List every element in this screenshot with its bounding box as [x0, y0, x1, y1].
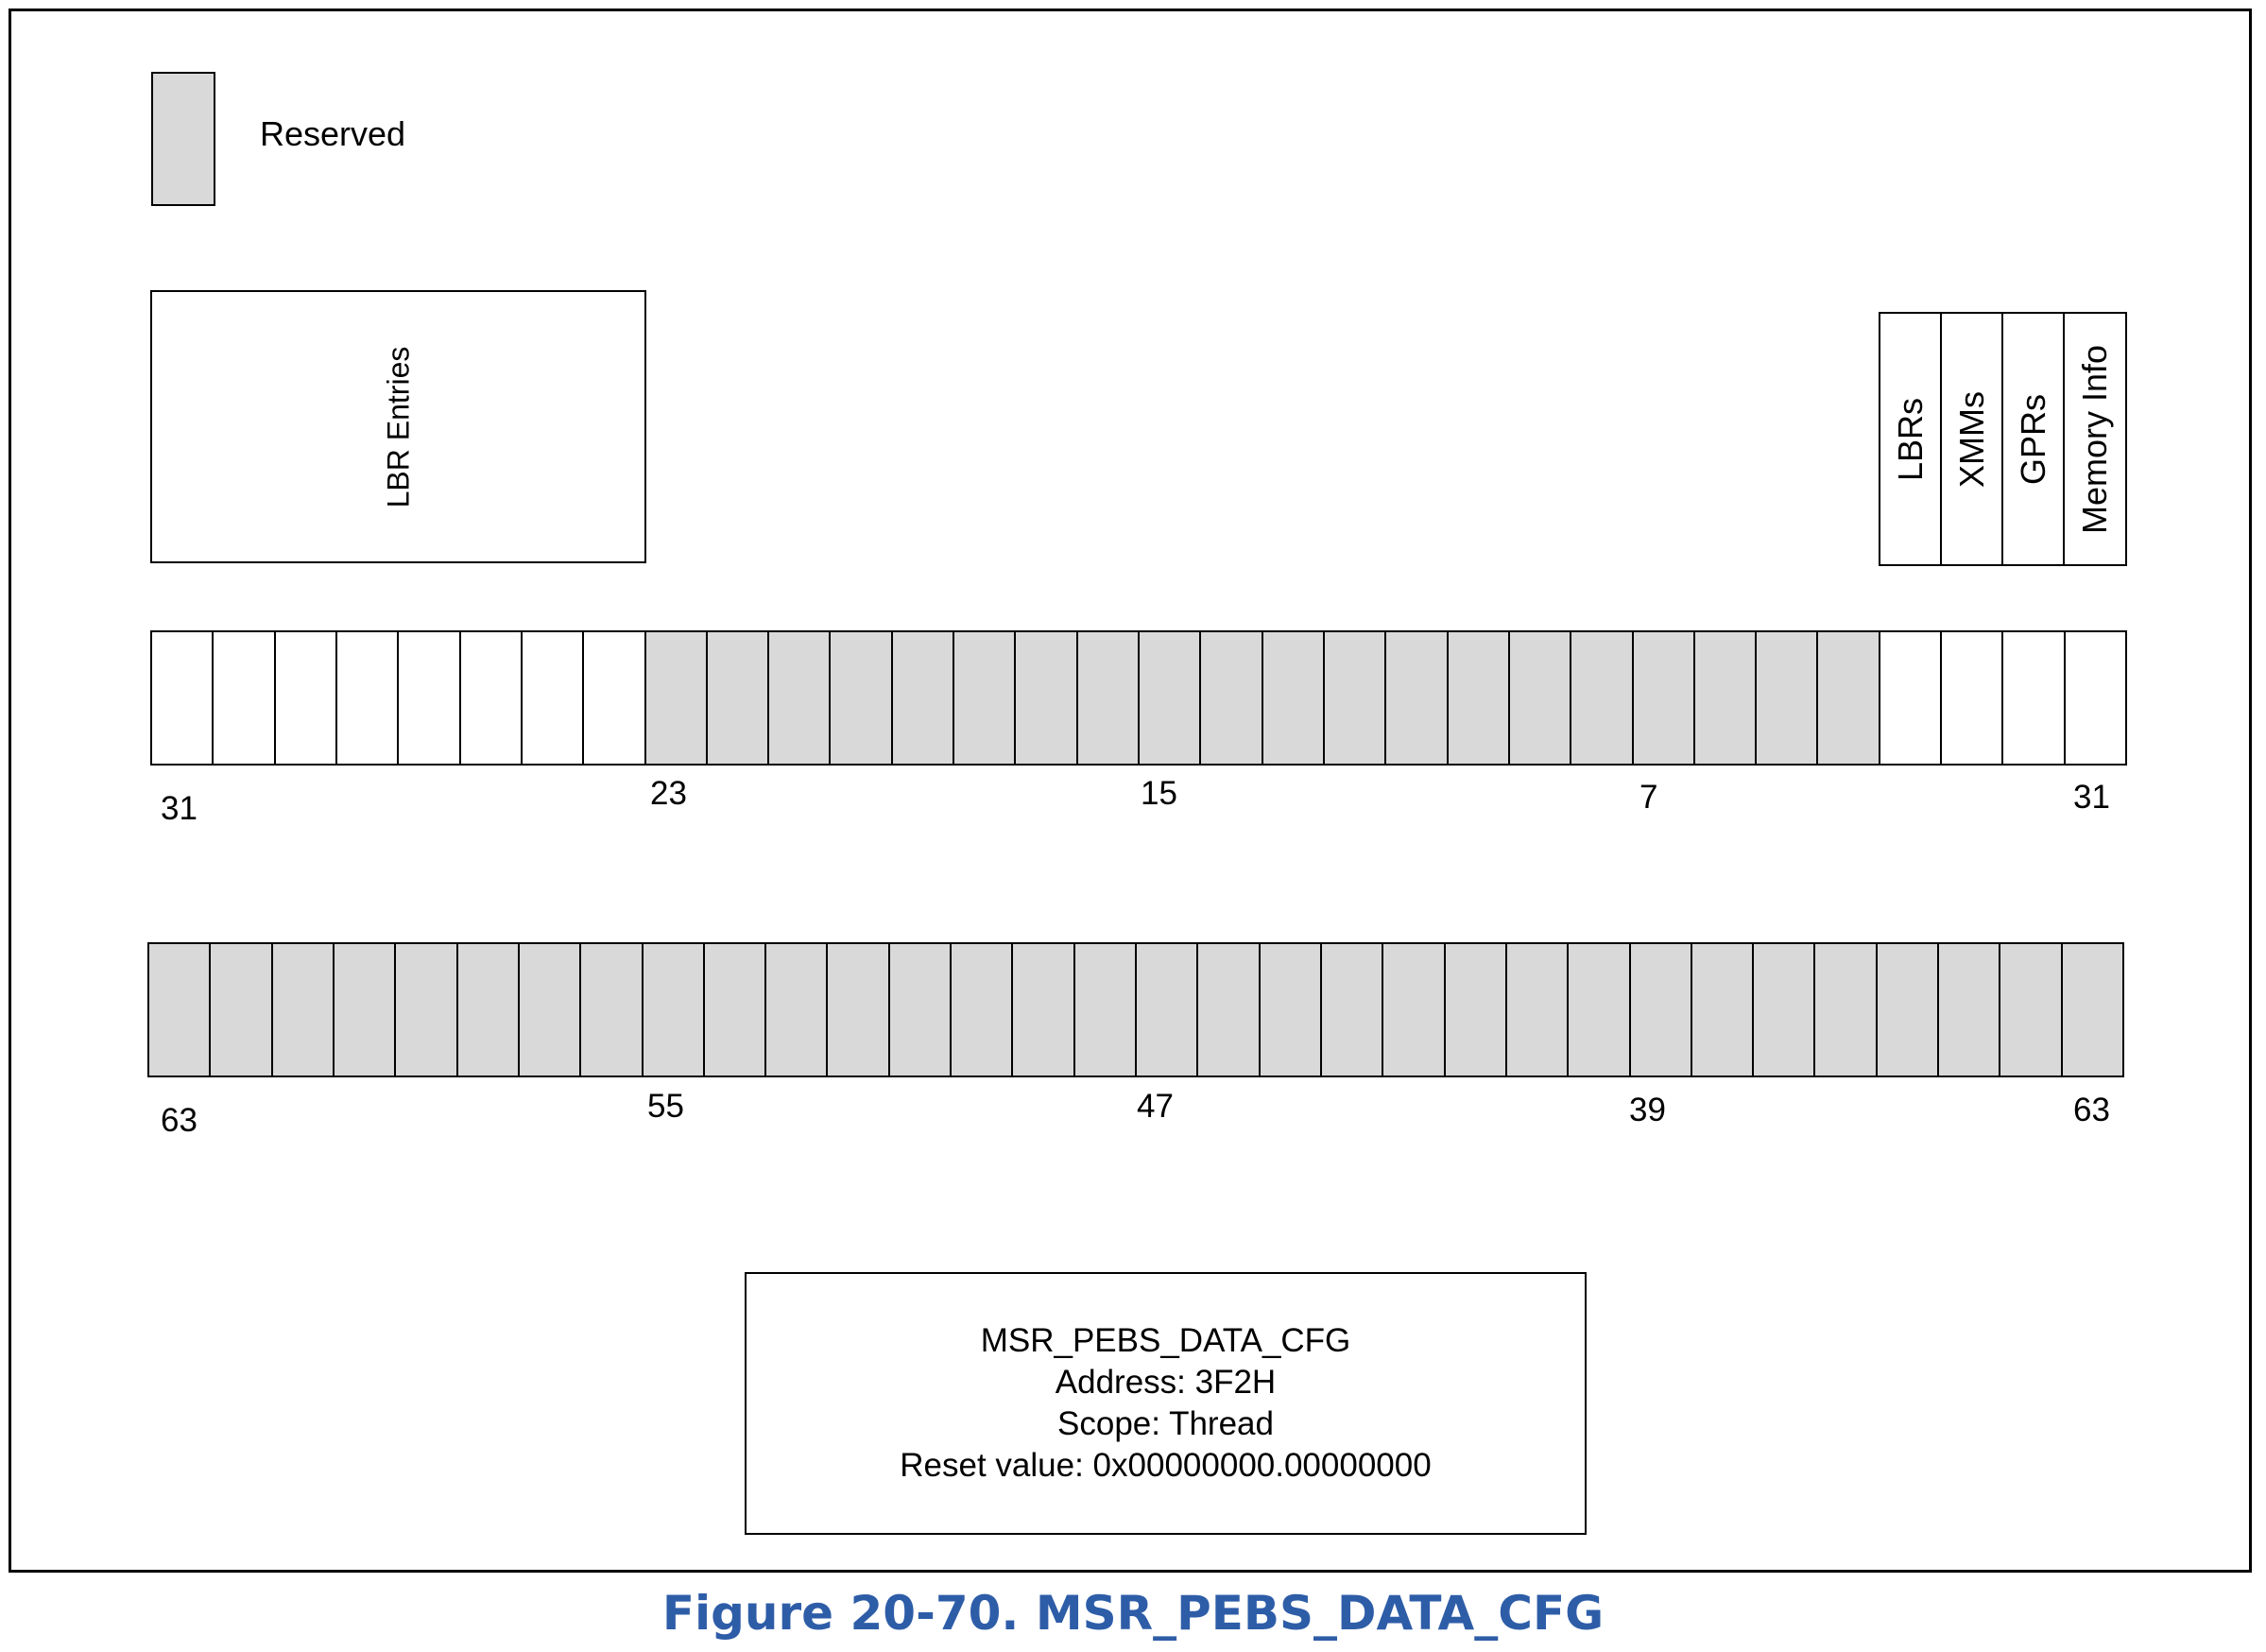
bit-cell-reserved — [1633, 632, 1695, 764]
bit-cell — [522, 632, 585, 764]
field-xmms: XMMs — [1940, 312, 2003, 566]
bit-cell-reserved — [1939, 944, 2001, 1076]
bit-label-23: 23 — [650, 775, 687, 812]
bit-cell-reserved — [1877, 944, 1940, 1076]
bit-cell-reserved — [1815, 944, 1878, 1076]
bit-cell-reserved — [952, 944, 1014, 1076]
bit-cell-reserved — [1383, 944, 1446, 1076]
bit-cell — [1880, 632, 1943, 764]
field-lbr-entries: LBR Entries — [150, 290, 646, 563]
bit-cell-reserved — [1506, 944, 1570, 1076]
bit-label-39: 39 — [1629, 1092, 1666, 1128]
bit-cell-reserved — [396, 944, 458, 1076]
bit-cell-reserved — [334, 944, 397, 1076]
bit-cell-reserved — [1386, 632, 1449, 764]
bit-label-31-right: 31 — [2073, 779, 2110, 816]
bit-cell-reserved — [1262, 632, 1325, 764]
bit-cell-reserved — [643, 944, 705, 1076]
bit-cell-reserved — [1509, 632, 1572, 764]
bit-cell-reserved — [889, 944, 953, 1076]
bit-cell-reserved — [211, 944, 273, 1076]
field-memory-info: Memory Info — [2063, 312, 2127, 566]
bit-cell-reserved — [954, 632, 1017, 764]
register-reset-value: Reset value: 0x00000000.00000000 — [900, 1447, 1432, 1484]
bit-cell-reserved — [1694, 632, 1758, 764]
bit-row-high — [147, 942, 2124, 1077]
bit-row-low — [150, 630, 2127, 766]
register-info-box: MSR_PEBS_DATA_CFG Address: 3F2H Scope: T… — [745, 1272, 1587, 1535]
bit-cell — [152, 632, 215, 764]
figure-caption: Figure 20-70. MSR_PEBS_DATA_CFG — [661, 1586, 1605, 1641]
bit-cell-reserved — [1201, 632, 1263, 764]
bit-cell-reserved — [581, 944, 644, 1076]
bit-cell-reserved — [1137, 944, 1199, 1076]
bit-cell-reserved — [766, 944, 829, 1076]
bit-cell-reserved — [831, 632, 893, 764]
bit-label-7: 7 — [1639, 779, 1658, 816]
field-lbr-entries-label: LBR Entries — [381, 346, 415, 508]
bit-cell-reserved — [828, 944, 890, 1076]
bit-cell-reserved — [1198, 944, 1261, 1076]
bit-cell-reserved — [1445, 944, 1507, 1076]
bit-cell-reserved — [1260, 944, 1322, 1076]
bit-cell-reserved — [2062, 944, 2124, 1076]
bit-cell-reserved — [457, 944, 520, 1076]
bit-label-55: 55 — [647, 1088, 684, 1125]
field-gprs-label: GPRs — [2013, 393, 2052, 485]
bit-cell — [2003, 632, 2066, 764]
bit-cell — [275, 632, 337, 764]
bit-cell-reserved — [704, 944, 767, 1076]
bit-cell — [399, 632, 461, 764]
bit-cell — [1942, 632, 2004, 764]
bit-cell-reserved — [1013, 944, 1075, 1076]
bit-cell-reserved — [1571, 632, 1634, 764]
field-xmms-label: XMMs — [1951, 390, 1991, 488]
bit-cell-reserved — [1691, 944, 1755, 1076]
bit-cell-reserved — [149, 944, 212, 1076]
bit-cell — [2065, 632, 2127, 764]
bit-cell — [214, 632, 276, 764]
bit-cell-reserved — [1016, 632, 1078, 764]
bit-cell-reserved — [892, 632, 955, 764]
bit-cell-reserved — [1448, 632, 1510, 764]
bit-cell-reserved — [645, 632, 708, 764]
bit-cell-reserved — [1074, 944, 1137, 1076]
figure-frame — [9, 9, 2252, 1573]
bit-cell-reserved — [769, 632, 832, 764]
bit-cell — [584, 632, 646, 764]
register-address: Address: 3F2H — [1055, 1364, 1277, 1401]
field-memory-info-label: Memory Info — [2075, 344, 2114, 534]
bit-cell-reserved — [1077, 632, 1140, 764]
bit-cell-reserved — [519, 944, 582, 1076]
register-scope: Scope: Thread — [1057, 1405, 1274, 1442]
legend-reserved-swatch — [151, 72, 215, 206]
bit-cell-reserved — [272, 944, 335, 1076]
bit-label-63-right: 63 — [2073, 1092, 2110, 1128]
register-name: MSR_PEBS_DATA_CFG — [980, 1322, 1351, 1359]
bit-cell-reserved — [2000, 944, 2063, 1076]
bit-cell-reserved — [1140, 632, 1202, 764]
bit-cell-reserved — [1630, 944, 1692, 1076]
bit-label-31-left: 31 — [161, 790, 197, 827]
bit-label-63-left: 63 — [161, 1102, 197, 1139]
bit-label-47: 47 — [1137, 1088, 1174, 1125]
field-lbrs: LBRs — [1879, 312, 1942, 566]
bit-cell-reserved — [1321, 944, 1384, 1076]
legend-reserved-label: Reserved — [260, 114, 406, 153]
bit-cell-reserved — [1757, 632, 1819, 764]
bit-cell-reserved — [707, 632, 770, 764]
bit-cell — [460, 632, 523, 764]
bit-cell — [336, 632, 400, 764]
field-gprs: GPRs — [2001, 312, 2065, 566]
bit-cell-reserved — [1569, 944, 1631, 1076]
field-lbrs-label: LBRs — [1890, 397, 1930, 481]
bit-cell-reserved — [1754, 944, 1816, 1076]
bit-cell-reserved — [1324, 632, 1387, 764]
bit-label-15: 15 — [1141, 775, 1177, 812]
bit-cell-reserved — [1818, 632, 1880, 764]
